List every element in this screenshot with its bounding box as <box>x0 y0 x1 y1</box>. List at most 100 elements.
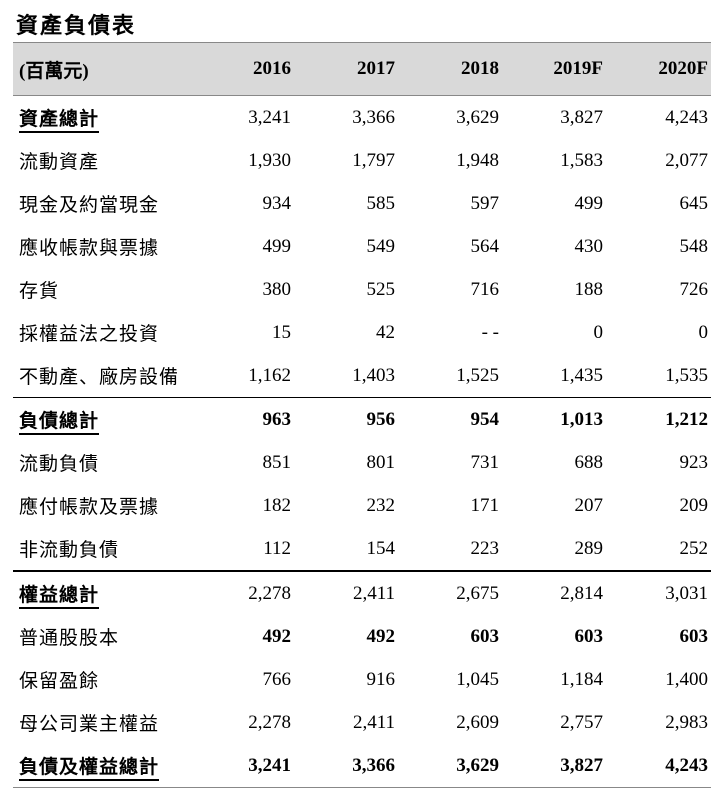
row-label: 流動資產 <box>19 152 100 173</box>
table-row-total-liabilities: 負債總計 963 956 954 1,013 1,212 <box>13 397 711 441</box>
table-cell: 3,827 <box>560 754 603 776</box>
table-cell: 801 <box>366 451 396 473</box>
table-cell: 3,629 <box>456 106 499 128</box>
table-cell: 564 <box>470 235 500 257</box>
table-cell: 1,583 <box>560 149 603 171</box>
table-cell: 1,400 <box>665 668 708 690</box>
table-cell: 1,525 <box>456 364 499 386</box>
table-row-total-liabilities-equity: 負債及權益總計 3,241 3,366 3,629 3,827 4,243 <box>13 744 711 788</box>
row-label: 保留盈餘 <box>19 671 100 692</box>
table-cell: - - <box>481 321 499 343</box>
row-label: 存貨 <box>19 281 60 302</box>
table-cell: 549 <box>366 235 396 257</box>
table-cell: 963 <box>262 408 292 430</box>
table-row: 不動產、廠房設備 1,162 1,403 1,525 1,435 1,535 <box>13 354 711 397</box>
table-cell: 731 <box>470 451 500 473</box>
table-cell: 716 <box>470 278 500 300</box>
table-cell: 597 <box>470 192 500 214</box>
table-cell: 1,184 <box>560 668 603 690</box>
table-row: 採權益法之投資 15 42 - - 0 0 <box>13 311 711 354</box>
table-row: 普通股股本 492 492 603 603 603 <box>13 615 711 658</box>
row-label: 應付帳款及票據 <box>19 497 160 518</box>
table-cell: 209 <box>679 494 709 516</box>
table-cell: 188 <box>574 278 604 300</box>
table-cell: 154 <box>366 537 396 559</box>
table-cell: 766 <box>262 668 292 690</box>
row-label: 流動負債 <box>19 454 100 475</box>
table-cell: 645 <box>679 192 709 214</box>
table-cell: 603 <box>470 625 500 647</box>
row-label: 資產總計 <box>13 104 203 133</box>
table-row: 流動資產 1,930 1,797 1,948 1,583 2,077 <box>13 139 711 182</box>
table-cell: 1,535 <box>665 364 708 386</box>
table-cell: 232 <box>366 494 396 516</box>
table-cell: 916 <box>366 668 396 690</box>
table-row: 流動負債 851 801 731 688 923 <box>13 441 711 484</box>
table-cell: 430 <box>574 235 604 257</box>
table-cell: 851 <box>262 451 292 473</box>
table-cell: 525 <box>366 278 396 300</box>
table-cell: 0 <box>698 321 709 343</box>
table-cell: 3,629 <box>456 754 499 776</box>
table-header: (百萬元) 2016 2017 2018 2019F 2020F <box>13 42 711 96</box>
table-cell: 954 <box>470 408 500 430</box>
table-cell: 2,077 <box>665 149 708 171</box>
table-cell: 2,757 <box>560 711 603 733</box>
table-cell: 289 <box>574 537 604 559</box>
table-cell: 548 <box>679 235 709 257</box>
balance-sheet-table: (百萬元) 2016 2017 2018 2019F 2020F 資產總計 3,… <box>13 42 711 788</box>
table-cell: 726 <box>679 278 709 300</box>
table-row-total-equity: 權益總計 2,278 2,411 2,675 2,814 3,031 <box>13 570 711 615</box>
table-row: 應付帳款及票據 182 232 171 207 209 <box>13 484 711 527</box>
table-cell: 585 <box>366 192 396 214</box>
table-cell: 2,411 <box>352 711 395 733</box>
table-cell: 171 <box>470 494 500 516</box>
table-cell: 3,366 <box>352 754 395 776</box>
row-label: 採權益法之投資 <box>19 324 160 345</box>
table-cell: 2,983 <box>665 711 708 733</box>
table-cell: 3,241 <box>248 754 291 776</box>
table-cell: 1,162 <box>248 364 291 386</box>
row-label: 應收帳款與票據 <box>19 238 160 259</box>
table-cell: 0 <box>593 321 604 343</box>
table-cell: 4,243 <box>665 754 708 776</box>
row-label: 負債總計 <box>13 406 203 435</box>
table-cell: 42 <box>376 321 395 343</box>
table-cell: 1,212 <box>665 408 708 430</box>
header-year: 2016 <box>253 58 291 79</box>
table-cell: 1,045 <box>456 668 499 690</box>
table-cell: 15 <box>272 321 291 343</box>
table-cell: 3,827 <box>560 106 603 128</box>
row-label: 普通股股本 <box>19 628 120 649</box>
table-cell: 688 <box>574 451 604 473</box>
table-cell: 207 <box>574 494 604 516</box>
table-cell: 499 <box>574 192 604 214</box>
table-cell: 2,609 <box>456 711 499 733</box>
table-cell: 2,814 <box>560 582 603 604</box>
table-cell: 112 <box>263 537 291 559</box>
table-row: 保留盈餘 766 916 1,045 1,184 1,400 <box>13 658 711 701</box>
table-row: 母公司業主權益 2,278 2,411 2,609 2,757 2,983 <box>13 701 711 744</box>
header-year: 2017 <box>357 58 395 79</box>
table-cell: 182 <box>262 494 292 516</box>
table-cell: 223 <box>470 537 500 559</box>
table-cell: 252 <box>679 537 709 559</box>
row-label: 現金及約當現金 <box>19 195 160 216</box>
table-row: 非流動負債 112 154 223 289 252 <box>13 527 711 570</box>
table-cell: 956 <box>366 408 396 430</box>
table-cell: 4,243 <box>665 106 708 128</box>
row-label: 非流動負債 <box>19 540 120 561</box>
header-year: 2020F <box>658 58 708 79</box>
table-cell: 492 <box>366 625 396 647</box>
table-cell: 1,013 <box>560 408 603 430</box>
table-row: 現金及約當現金 934 585 597 499 645 <box>13 182 711 225</box>
table-cell: 603 <box>679 625 709 647</box>
header-year: 2019F <box>553 58 603 79</box>
table-cell: 2,278 <box>248 582 291 604</box>
table-row-total-assets: 資產總計 3,241 3,366 3,629 3,827 4,243 <box>13 96 711 139</box>
table-cell: 1,948 <box>456 149 499 171</box>
table-cell: 1,403 <box>352 364 395 386</box>
header-unit-label: (百萬元) <box>19 60 89 82</box>
row-label: 不動產、廠房設備 <box>19 367 180 388</box>
table-cell: 2,675 <box>456 582 499 604</box>
